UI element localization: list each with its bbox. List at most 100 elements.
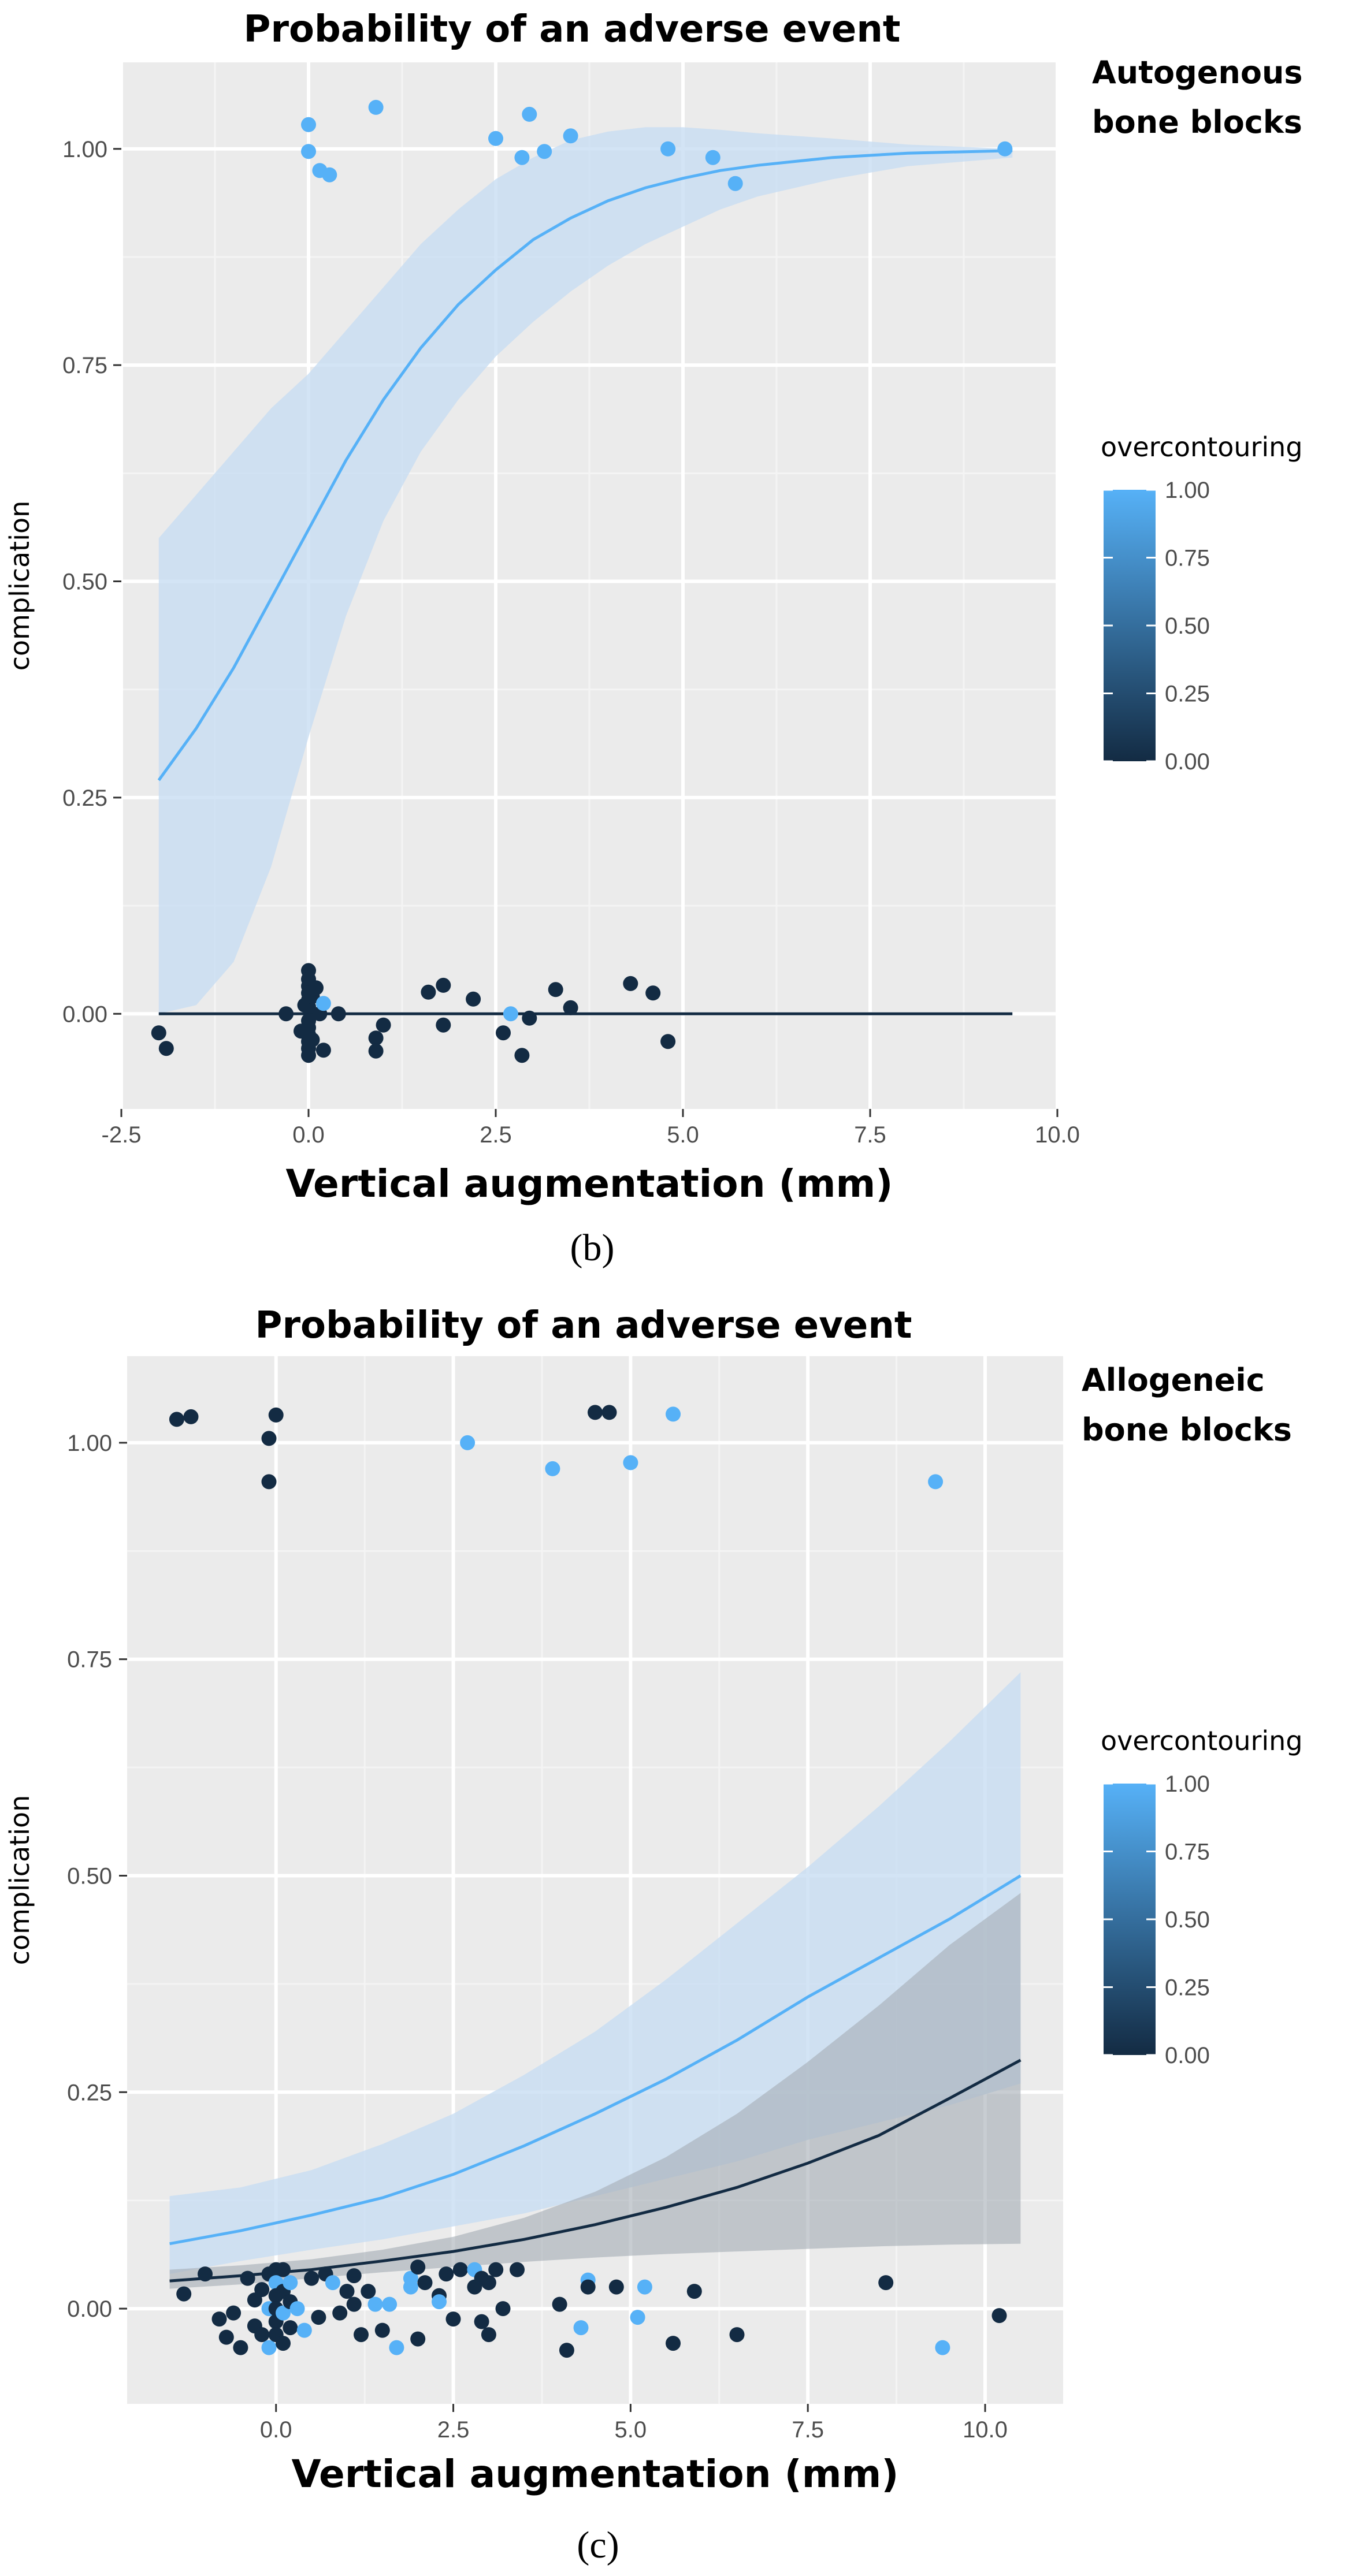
data-point [382, 2296, 398, 2312]
panel-c: Probability of an adverse event Allogenei… [4, 1304, 1303, 2566]
data-point [283, 2320, 298, 2336]
data-point [548, 982, 563, 997]
data-point [503, 1006, 518, 1022]
x-tick-label: 10.0 [1035, 1122, 1080, 1148]
data-point [460, 1435, 476, 1450]
y-tick-label: 0.75 [67, 1647, 112, 1673]
data-point [304, 1032, 320, 1048]
data-point [339, 2284, 355, 2299]
panel-b: Probability of an adverse event Autogenou… [4, 8, 1303, 1269]
confidence-ribbon [169, 1893, 1021, 2289]
data-point [660, 1034, 676, 1049]
legend: overcontouring 1.00 0.75 0.50 0.25 0.00 [1101, 431, 1303, 775]
data-point [452, 2262, 468, 2277]
data-point [439, 2266, 454, 2282]
x-tick-label: 2.5 [480, 1122, 512, 1148]
data-point [233, 2340, 248, 2355]
data-point [261, 1474, 277, 1490]
data-point [218, 2329, 234, 2345]
legend-title: overcontouring [1101, 431, 1303, 463]
x-tick-label: 0.0 [260, 2417, 292, 2443]
data-point [361, 2284, 376, 2299]
legend: overcontouring 1.00 0.75 0.50 0.25 0.00 [1101, 1725, 1303, 2068]
data-point [608, 2279, 624, 2295]
data-point [623, 1455, 638, 1471]
data-point [283, 2275, 298, 2291]
data-point [495, 2301, 511, 2317]
legend-label: 0.50 [1165, 1907, 1210, 1933]
data-point [630, 2310, 645, 2325]
chart-title: Probability of an adverse event [255, 1304, 912, 1347]
data-point [436, 1017, 451, 1033]
x-axis-title: Vertical augmentation (mm) [292, 2452, 899, 2496]
data-point [545, 1461, 560, 1476]
data-point [445, 2311, 461, 2327]
x-tick-label: 5.0 [615, 2417, 647, 2443]
data-point [315, 1043, 331, 1058]
data-point [158, 1041, 174, 1056]
x-tick-label: 10.0 [963, 2417, 1008, 2443]
fit-line [157, 149, 1013, 781]
data-point [601, 1405, 617, 1420]
data-point [301, 1048, 316, 1063]
legend-label: 1.00 [1165, 1771, 1210, 1797]
y-tick-label: 0.25 [67, 2080, 112, 2105]
data-point [559, 2343, 574, 2358]
data-point [496, 1025, 511, 1041]
data-point [417, 2275, 433, 2291]
x-tick-label: 7.5 [792, 2417, 824, 2443]
data-point [563, 1000, 578, 1015]
data-point [322, 167, 337, 183]
data-point [278, 1006, 294, 1022]
data-point [432, 2294, 447, 2310]
data-point [330, 1006, 346, 1022]
data-point [645, 985, 661, 1001]
x-tick-label: -2.5 [102, 1122, 142, 1148]
data-point [211, 2311, 227, 2327]
data-point [573, 2320, 589, 2336]
annotation-line: bone blocks [1092, 104, 1302, 140]
data-point [183, 1409, 199, 1424]
legend-label: 0.00 [1165, 749, 1210, 775]
data-point [311, 2310, 326, 2325]
data-point [368, 1030, 384, 1046]
data-point [332, 2305, 348, 2321]
data-point [729, 2327, 745, 2343]
data-point [389, 2340, 404, 2355]
y-axis-title: complication [4, 501, 35, 671]
annotation-line: Allogeneic [1082, 1362, 1265, 1398]
x-tick-label: 7.5 [854, 1122, 886, 1148]
data-point [552, 2296, 567, 2312]
data-point [514, 150, 530, 165]
legend-label: 0.25 [1165, 1975, 1210, 2001]
panel-label: (b) [570, 1227, 615, 1269]
y-axis-title: complication [4, 1795, 35, 1965]
data-point [623, 976, 638, 991]
data-point [301, 144, 316, 159]
fit-line [169, 2058, 1022, 2283]
data-point [537, 144, 552, 159]
data-point [705, 150, 721, 165]
data-point [296, 2322, 312, 2338]
data-point [510, 2262, 525, 2277]
y-tick-label: 0.00 [62, 1002, 107, 1027]
data-point [261, 2340, 277, 2355]
y-tick-label: 0.50 [67, 1864, 112, 1889]
data-point [522, 106, 537, 122]
data-point [151, 1025, 166, 1041]
x-axis-title: Vertical augmentation (mm) [286, 1162, 893, 1206]
data-point [997, 141, 1013, 157]
data-point [376, 1017, 391, 1033]
data-point [727, 176, 743, 191]
data-point [660, 141, 676, 157]
x-tick-label: 0.0 [292, 1122, 325, 1148]
data-point [368, 99, 384, 115]
data-point [488, 2262, 504, 2277]
data-point [580, 2279, 596, 2295]
data-point [226, 2305, 242, 2321]
data-point [410, 2331, 426, 2347]
legend-label: 0.75 [1165, 1840, 1210, 1865]
data-point [474, 2314, 489, 2329]
